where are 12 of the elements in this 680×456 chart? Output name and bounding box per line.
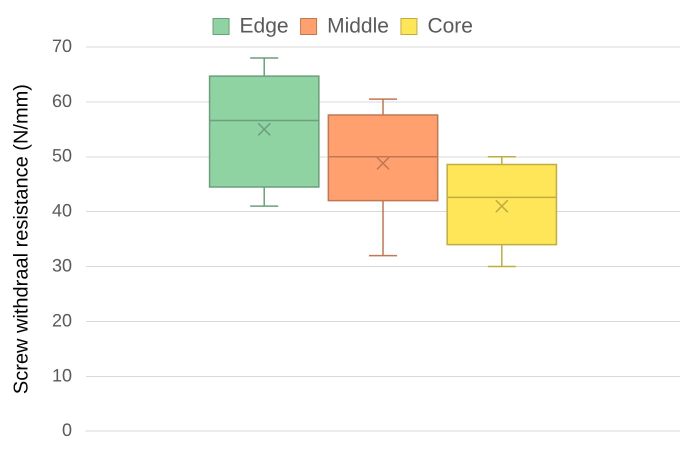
legend-label: Middle	[327, 14, 389, 38]
y-tick-label: 10	[52, 365, 72, 386]
y-tick-label: 60	[52, 90, 72, 111]
y-axis-title: Screw withdraal resistance (N/mm)	[10, 84, 33, 394]
legend-label: Core	[427, 14, 473, 38]
y-tick-label: 70	[52, 36, 72, 56]
y-tick-label: 50	[52, 146, 72, 166]
legend-label: Edge	[240, 14, 289, 38]
y-tick-label: 30	[52, 256, 72, 276]
y-tick-label: 0	[62, 420, 72, 440]
y-tick-label: 40	[52, 200, 72, 221]
y-tick-label: 20	[52, 310, 72, 330]
